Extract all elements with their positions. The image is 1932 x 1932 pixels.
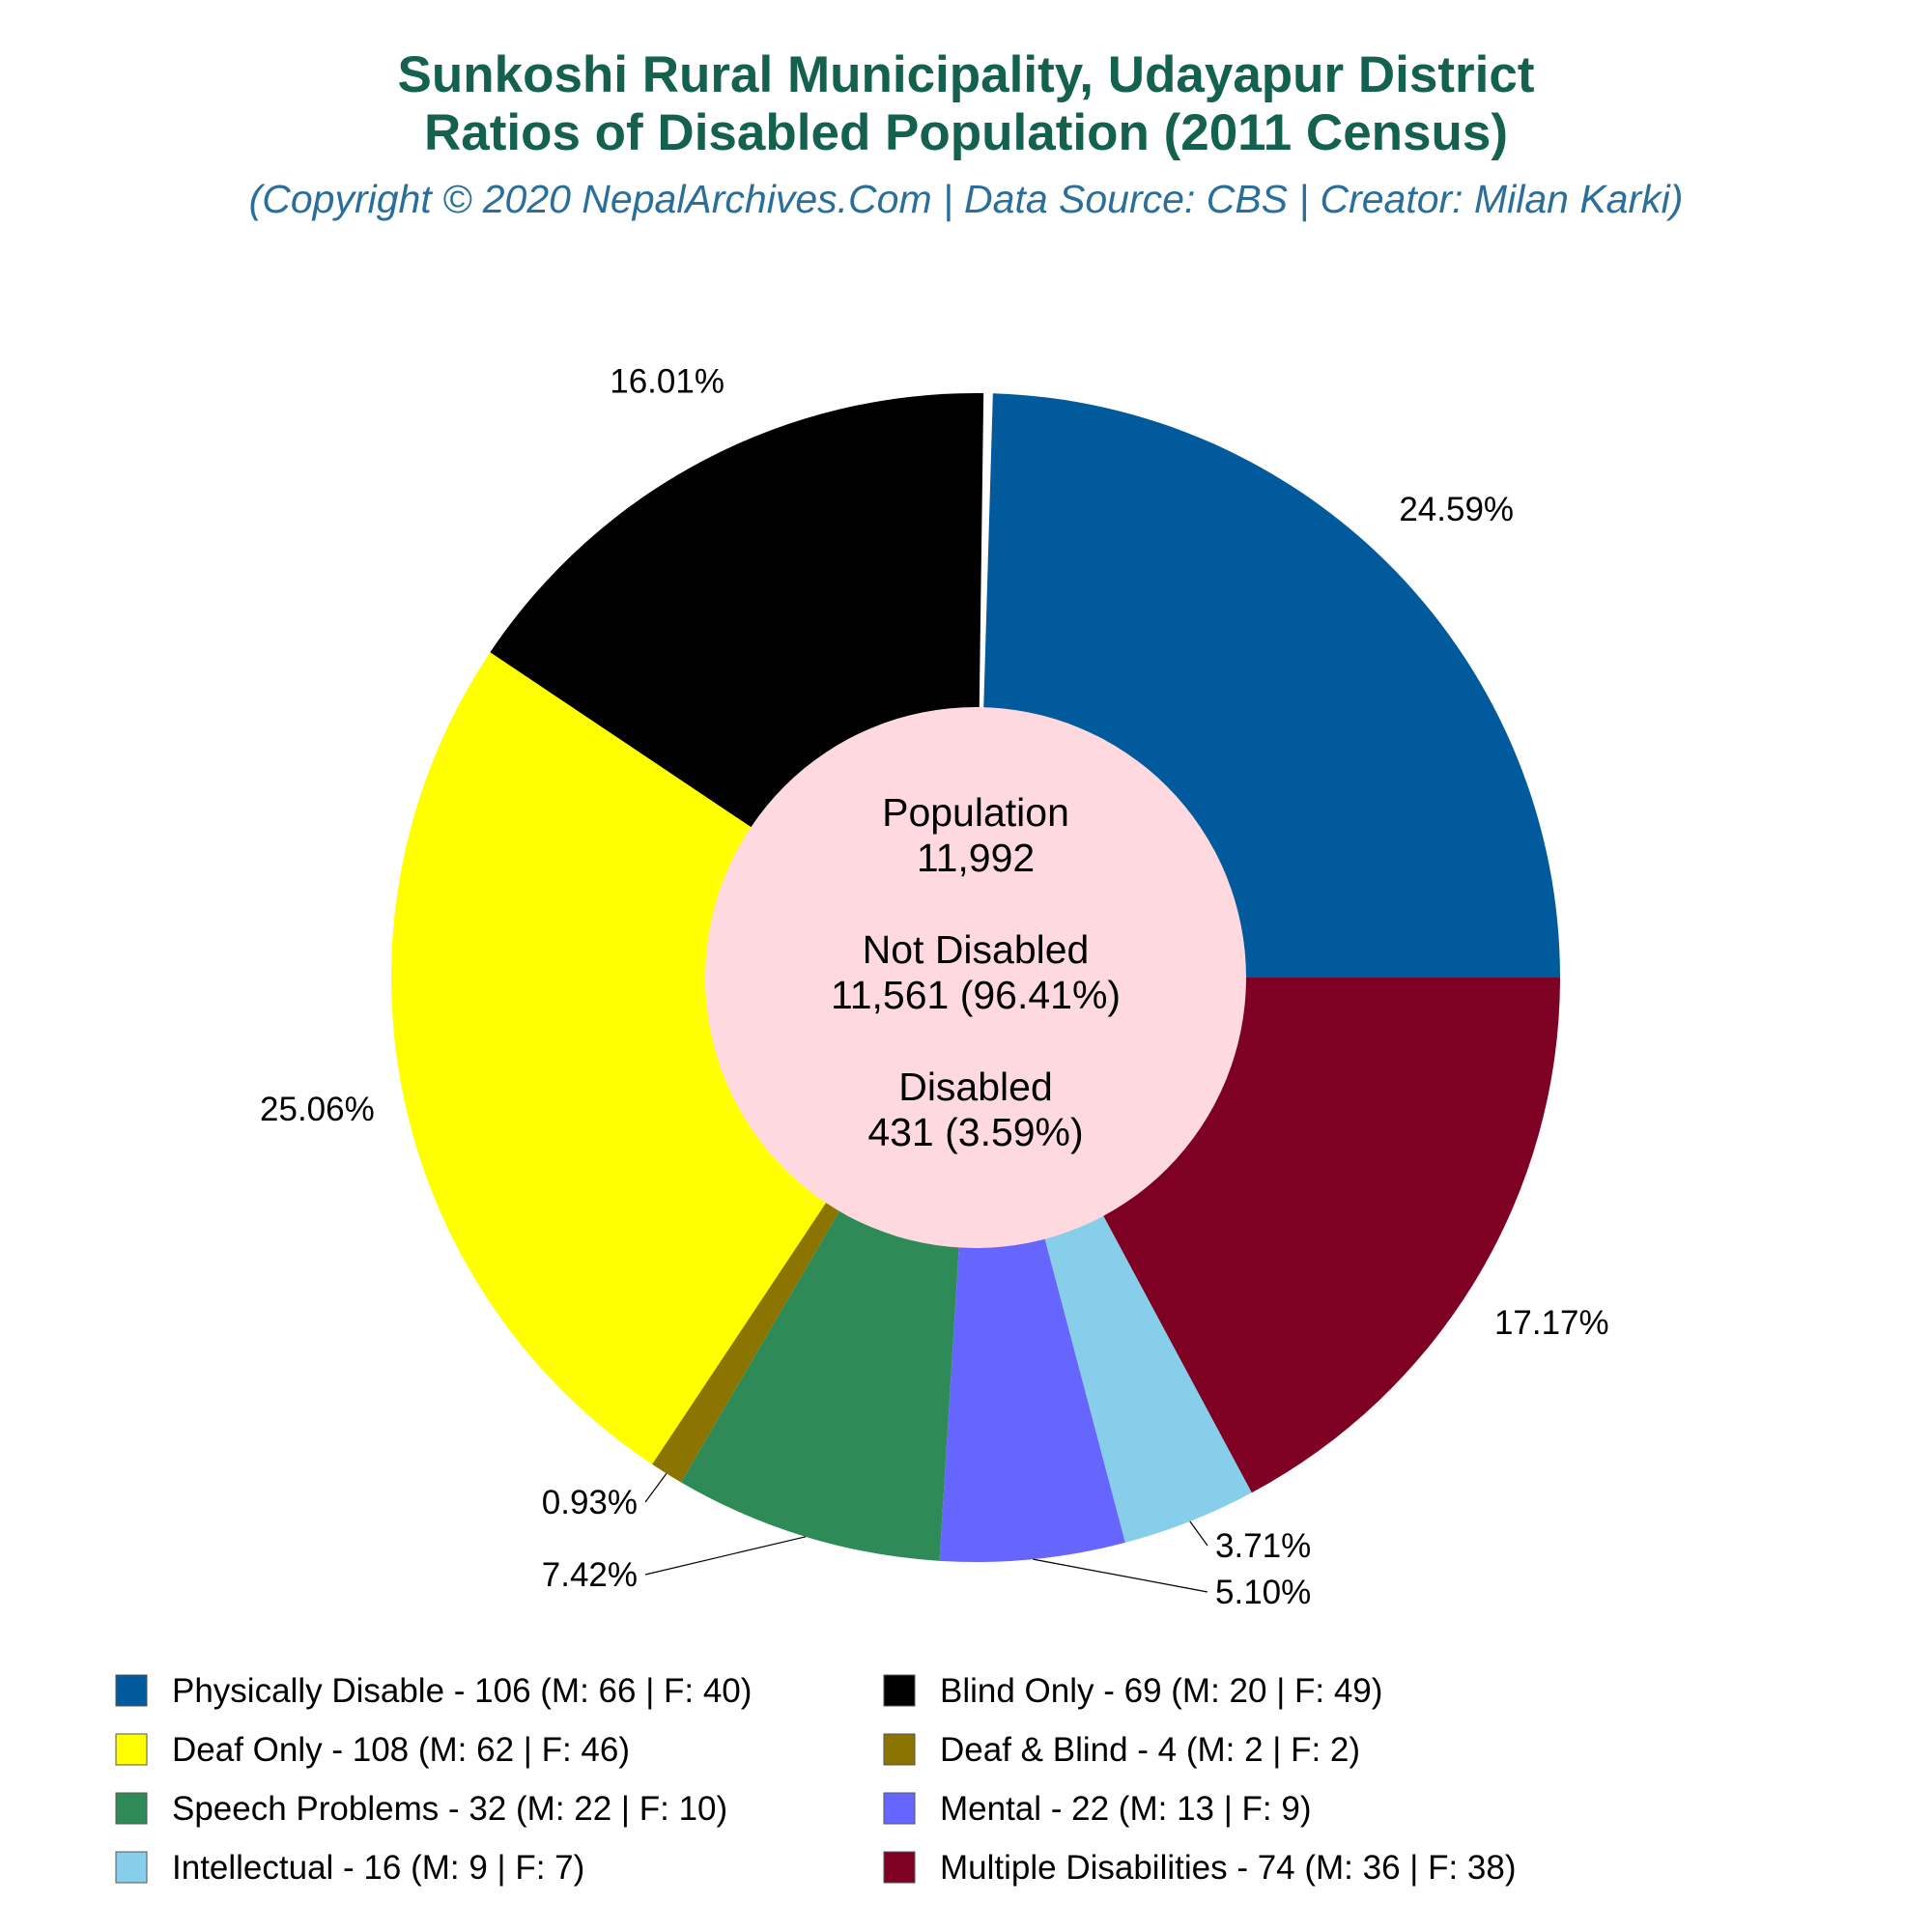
leader-line-speech-problems	[644, 1536, 807, 1576]
legend-swatch-deaf-and-blind	[883, 1733, 916, 1766]
legend-item-deaf-and-blind: Deaf & Blind - 4 (M: 2 | F: 2)	[883, 1731, 1360, 1769]
legend-label-mental: Mental - 22 (M: 13 | F: 9)	[940, 1790, 1312, 1828]
percent-label-blind-only: 16.01%	[610, 363, 724, 401]
legend-swatch-mental	[883, 1792, 916, 1825]
legend-swatch-physically-disable	[115, 1674, 148, 1707]
center-disabled-value: 431 (3.59%)	[867, 1110, 1083, 1154]
chart-title-line-2: Ratios of Disabled Population (2011 Cens…	[423, 104, 1509, 161]
legend-item-deaf-only: Deaf Only - 108 (M: 62 | F: 46)	[115, 1731, 630, 1769]
legend-item-speech-problems: Speech Problems - 32 (M: 22 | F: 10)	[115, 1790, 727, 1828]
legend-label-physically-disable: Physically Disable - 106 (M: 66 | F: 40)	[172, 1672, 752, 1710]
legend-label-deaf-and-blind: Deaf & Blind - 4 (M: 2 | F: 2)	[940, 1731, 1360, 1769]
legend-swatch-intellectual	[115, 1851, 148, 1884]
legend-label-blind-only: Blind Only - 69 (M: 20 | F: 49)	[940, 1672, 1382, 1710]
legend-item-blind-only: Blind Only - 69 (M: 20 | F: 49)	[883, 1672, 1382, 1710]
slice-deaf-only	[391, 652, 976, 1464]
legend-swatch-blind-only	[883, 1674, 916, 1707]
chart-title-line-1: Sunkoshi Rural Municipality, Udayapur Di…	[397, 46, 1535, 103]
legend-label-speech-problems: Speech Problems - 32 (M: 22 | F: 10)	[172, 1790, 727, 1828]
percent-label-physically-disable: 24.59%	[1399, 491, 1514, 528]
leader-line-deaf-and-blind	[644, 1473, 668, 1503]
legend: Physically Disable - 106 (M: 66 | F: 40)…	[115, 1672, 1517, 1887]
pie-percent-labels: 24.59% 17.17% 3.71% 5.10% 7.42% 0.93% 25.06% 16…	[260, 363, 1609, 1611]
pie-leader-lines	[644, 1473, 1208, 1593]
legend-swatch-deaf-only	[115, 1733, 148, 1766]
legend-item-physically-disable: Physically Disable - 106 (M: 66 | F: 40)	[115, 1672, 752, 1710]
center-circle	[705, 707, 1246, 1248]
center-population-label: Population	[882, 790, 1069, 835]
legend-swatch-multiple-disabilities	[883, 1851, 916, 1884]
legend-label-deaf-only: Deaf Only - 108 (M: 62 | F: 46)	[172, 1731, 630, 1769]
center-not-disabled-label: Not Disabled	[863, 927, 1090, 972]
center-summary: Population 11,992 Not Disabled 11,561 (9…	[831, 790, 1121, 1154]
percent-label-speech-problems: 7.42%	[542, 1556, 638, 1594]
percent-label-mental: 5.10%	[1215, 1574, 1311, 1611]
legend-label-multiple-disabilities: Multiple Disabilities - 74 (M: 36 | F: 3…	[940, 1849, 1517, 1887]
center-population-value: 11,992	[917, 836, 1035, 880]
legend-label-intellectual: Intellectual - 16 (M: 9 | F: 7)	[172, 1849, 584, 1887]
percent-label-deaf-and-blind: 0.93%	[542, 1484, 638, 1521]
legend-item-intellectual: Intellectual - 16 (M: 9 | F: 7)	[115, 1849, 584, 1887]
legend-item-mental: Mental - 22 (M: 13 | F: 9)	[883, 1790, 1312, 1828]
leader-line-intellectual	[1189, 1520, 1208, 1547]
percent-label-multiple-disabilities: 17.17%	[1494, 1304, 1609, 1342]
leader-line-mental	[1033, 1558, 1208, 1593]
chart-subtitle: (Copyright © 2020 NepalArchives.Com | Da…	[248, 177, 1684, 221]
center-disabled-label: Disabled	[898, 1065, 1053, 1109]
percent-label-intellectual: 3.71%	[1215, 1527, 1311, 1565]
legend-swatch-speech-problems	[115, 1792, 148, 1825]
legend-item-multiple-disabilities: Multiple Disabilities - 74 (M: 36 | F: 3…	[883, 1849, 1517, 1887]
center-not-disabled-value: 11,561 (96.41%)	[831, 973, 1121, 1017]
percent-label-deaf-only: 25.06%	[260, 1091, 375, 1128]
